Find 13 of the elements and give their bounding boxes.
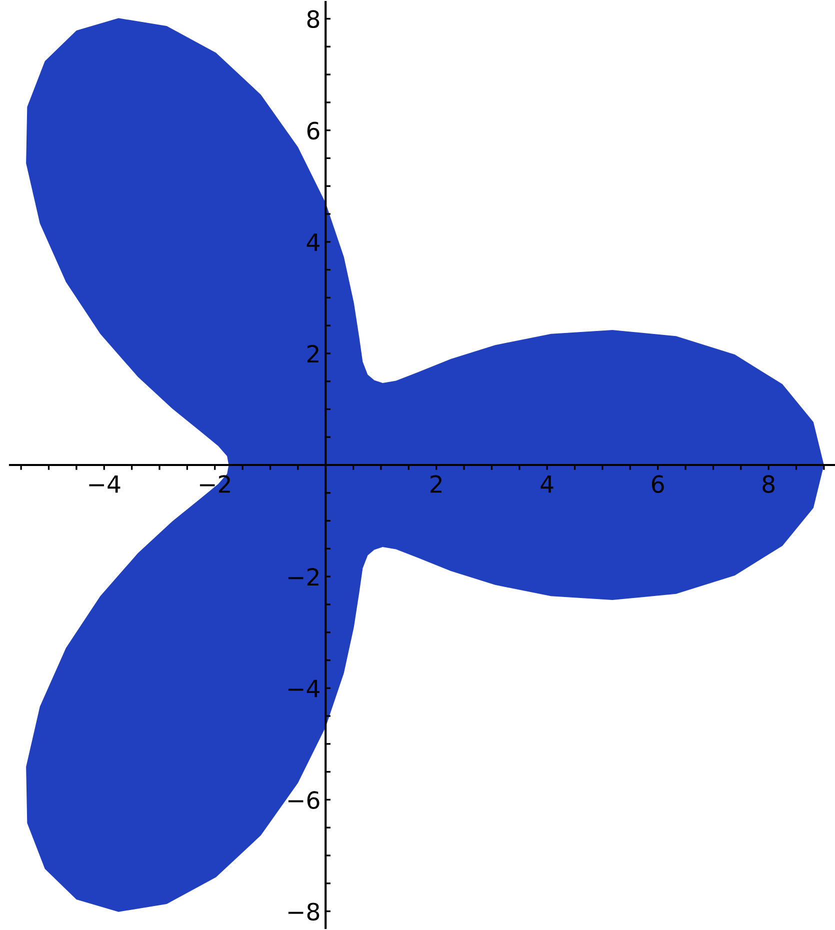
y-tick-label: −2 [288, 568, 318, 586]
x-tick-label: 8 [762, 475, 774, 493]
x-tick-label: −4 [89, 475, 120, 493]
x-tick-label: 6 [652, 475, 664, 493]
x-tick-label: 2 [430, 475, 442, 493]
y-tick-label: −6 [288, 791, 320, 810]
y-tick-label: 8 [307, 10, 320, 28]
y-tick-label: 6 [307, 122, 320, 140]
y-tick-label: 4 [306, 234, 320, 251]
x-tick-label: 4 [540, 475, 554, 493]
y-tick-label: −4 [288, 680, 320, 698]
y-tick-label: −8 [288, 902, 320, 921]
y-tick-label: 2 [307, 344, 318, 362]
